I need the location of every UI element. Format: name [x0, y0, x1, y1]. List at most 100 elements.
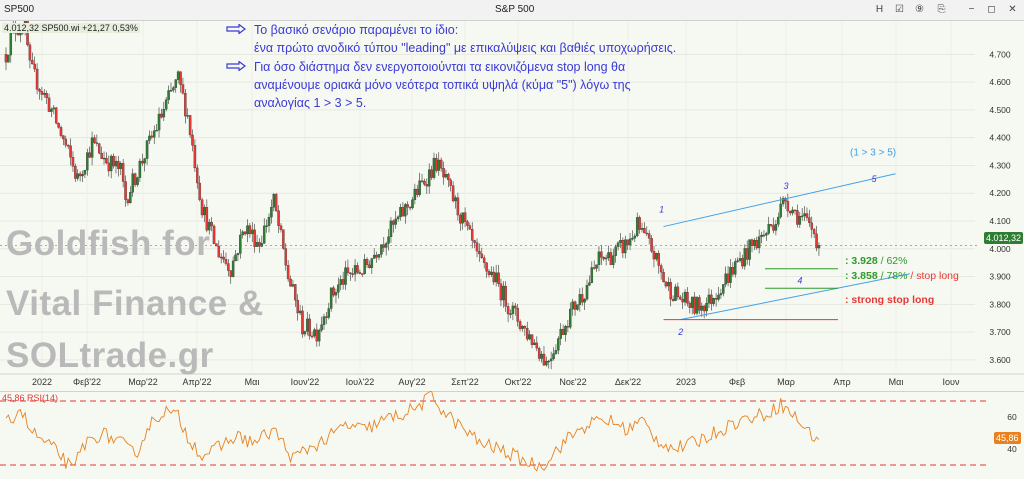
- candle-body: [401, 207, 405, 217]
- candle-body: [282, 229, 285, 249]
- candle-body: [289, 278, 292, 287]
- wave-label: 1: [659, 205, 664, 215]
- candle-body: [109, 155, 113, 172]
- candle-body: [573, 301, 577, 310]
- candle-body: [557, 338, 560, 351]
- candle-body: [248, 225, 252, 235]
- candle-body: [717, 294, 720, 300]
- candle-body: [439, 159, 443, 169]
- candle-body: [133, 173, 137, 185]
- candle-body: [643, 228, 646, 234]
- candle-body: [470, 229, 474, 241]
- candle-body: [430, 169, 433, 178]
- checkbox-icon[interactable]: ☑: [895, 4, 904, 15]
- candle-body: [341, 279, 345, 285]
- x-tick-label: Σεπ'22: [451, 377, 479, 387]
- candle-body: [97, 143, 101, 154]
- maximize-button[interactable]: ◻: [987, 4, 996, 15]
- y-tick-label: 3.800: [989, 299, 1011, 309]
- annotation-line-3: Για όσο διάστημα δεν ενεργοποιούνται τα …: [254, 60, 626, 74]
- candle-body: [69, 145, 72, 158]
- candle-body: [339, 279, 342, 285]
- candle-body: [793, 209, 797, 212]
- candle-body: [786, 200, 790, 212]
- candle-body: [621, 240, 625, 254]
- candle-body: [131, 173, 134, 193]
- candle-body: [784, 198, 787, 202]
- candle-body: [647, 233, 651, 239]
- candle-body: [812, 229, 816, 235]
- annotation-line-4: αναμένουμε οριακά μόνο νεότερα τοπικά υψ…: [254, 78, 631, 92]
- level-2-pct: / 78%: [877, 270, 911, 282]
- candle-body: [674, 286, 677, 301]
- candle-body: [243, 231, 247, 235]
- candle-body: [690, 296, 694, 308]
- candle-body: [227, 263, 230, 271]
- candle-body: [251, 229, 254, 235]
- candle-body: [765, 233, 768, 236]
- candle-body: [83, 169, 87, 175]
- candle-body: [738, 258, 742, 261]
- candle-body: [50, 108, 53, 112]
- candle-body: [81, 174, 84, 177]
- x-tick-label: Νοε'22: [559, 377, 586, 387]
- wave-label: 3: [783, 181, 788, 191]
- candle-body: [375, 254, 378, 258]
- candle-body: [117, 160, 120, 169]
- candle-body: [418, 180, 421, 195]
- candle-body: [669, 282, 672, 300]
- rsi-chart[interactable]: 40 60: [0, 391, 1024, 479]
- candle-body: [437, 159, 441, 171]
- candle-body: [796, 210, 799, 225]
- close-button[interactable]: ✕: [1008, 4, 1017, 15]
- candle-body: [521, 325, 524, 329]
- candle-body: [686, 291, 689, 304]
- y-tick-label: 3.900: [989, 272, 1011, 282]
- candle-body: [325, 316, 328, 318]
- candle-body: [607, 252, 610, 258]
- candle-body: [28, 44, 32, 61]
- candle-body: [157, 113, 161, 131]
- rsi-background: [0, 391, 1024, 479]
- y-tick-label: 3.600: [989, 355, 1011, 365]
- candle-body: [662, 271, 665, 282]
- price-chart[interactable]: 3.600 3.700 3.800 3.900 4.000 4.100 4.200 4.300…: [0, 21, 1024, 391]
- candle-body: [516, 307, 519, 322]
- candle-body: [126, 199, 130, 204]
- candle-body: [205, 207, 209, 231]
- candle-body: [198, 182, 201, 200]
- candle-body: [547, 360, 551, 363]
- candle-body: [31, 60, 34, 65]
- candle-body: [815, 233, 818, 249]
- candle-body: [408, 206, 412, 209]
- candle-body: [358, 272, 362, 274]
- x-tick-label: 2022: [32, 377, 52, 387]
- candle-body: [164, 99, 168, 110]
- candle-body: [296, 299, 299, 314]
- candle-body: [346, 267, 350, 273]
- candle-body: [609, 252, 613, 265]
- candle-body: [241, 231, 244, 236]
- plot-background: [0, 21, 1024, 391]
- minimize-button[interactable]: −: [968, 4, 975, 15]
- badge-icon[interactable]: ⑨: [915, 4, 924, 15]
- candle-body: [399, 207, 402, 217]
- candle-body: [525, 328, 529, 340]
- candle-body: [736, 260, 739, 262]
- candle-body: [392, 220, 395, 225]
- candle-body: [9, 32, 13, 56]
- candle-body: [212, 225, 216, 244]
- candle-body: [47, 97, 51, 112]
- candle-body: [480, 253, 484, 259]
- copy-icon[interactable]: ⎘: [937, 4, 946, 15]
- candle-body: [370, 258, 374, 268]
- candle-body: [506, 306, 510, 315]
- candle-body: [310, 335, 314, 338]
- candle-body: [176, 71, 180, 80]
- candle-body: [246, 225, 249, 235]
- candle-body: [234, 254, 237, 262]
- candle-body: [231, 260, 235, 277]
- h-button[interactable]: H: [875, 4, 884, 15]
- candle-body: [66, 145, 70, 147]
- candle-body: [712, 298, 715, 304]
